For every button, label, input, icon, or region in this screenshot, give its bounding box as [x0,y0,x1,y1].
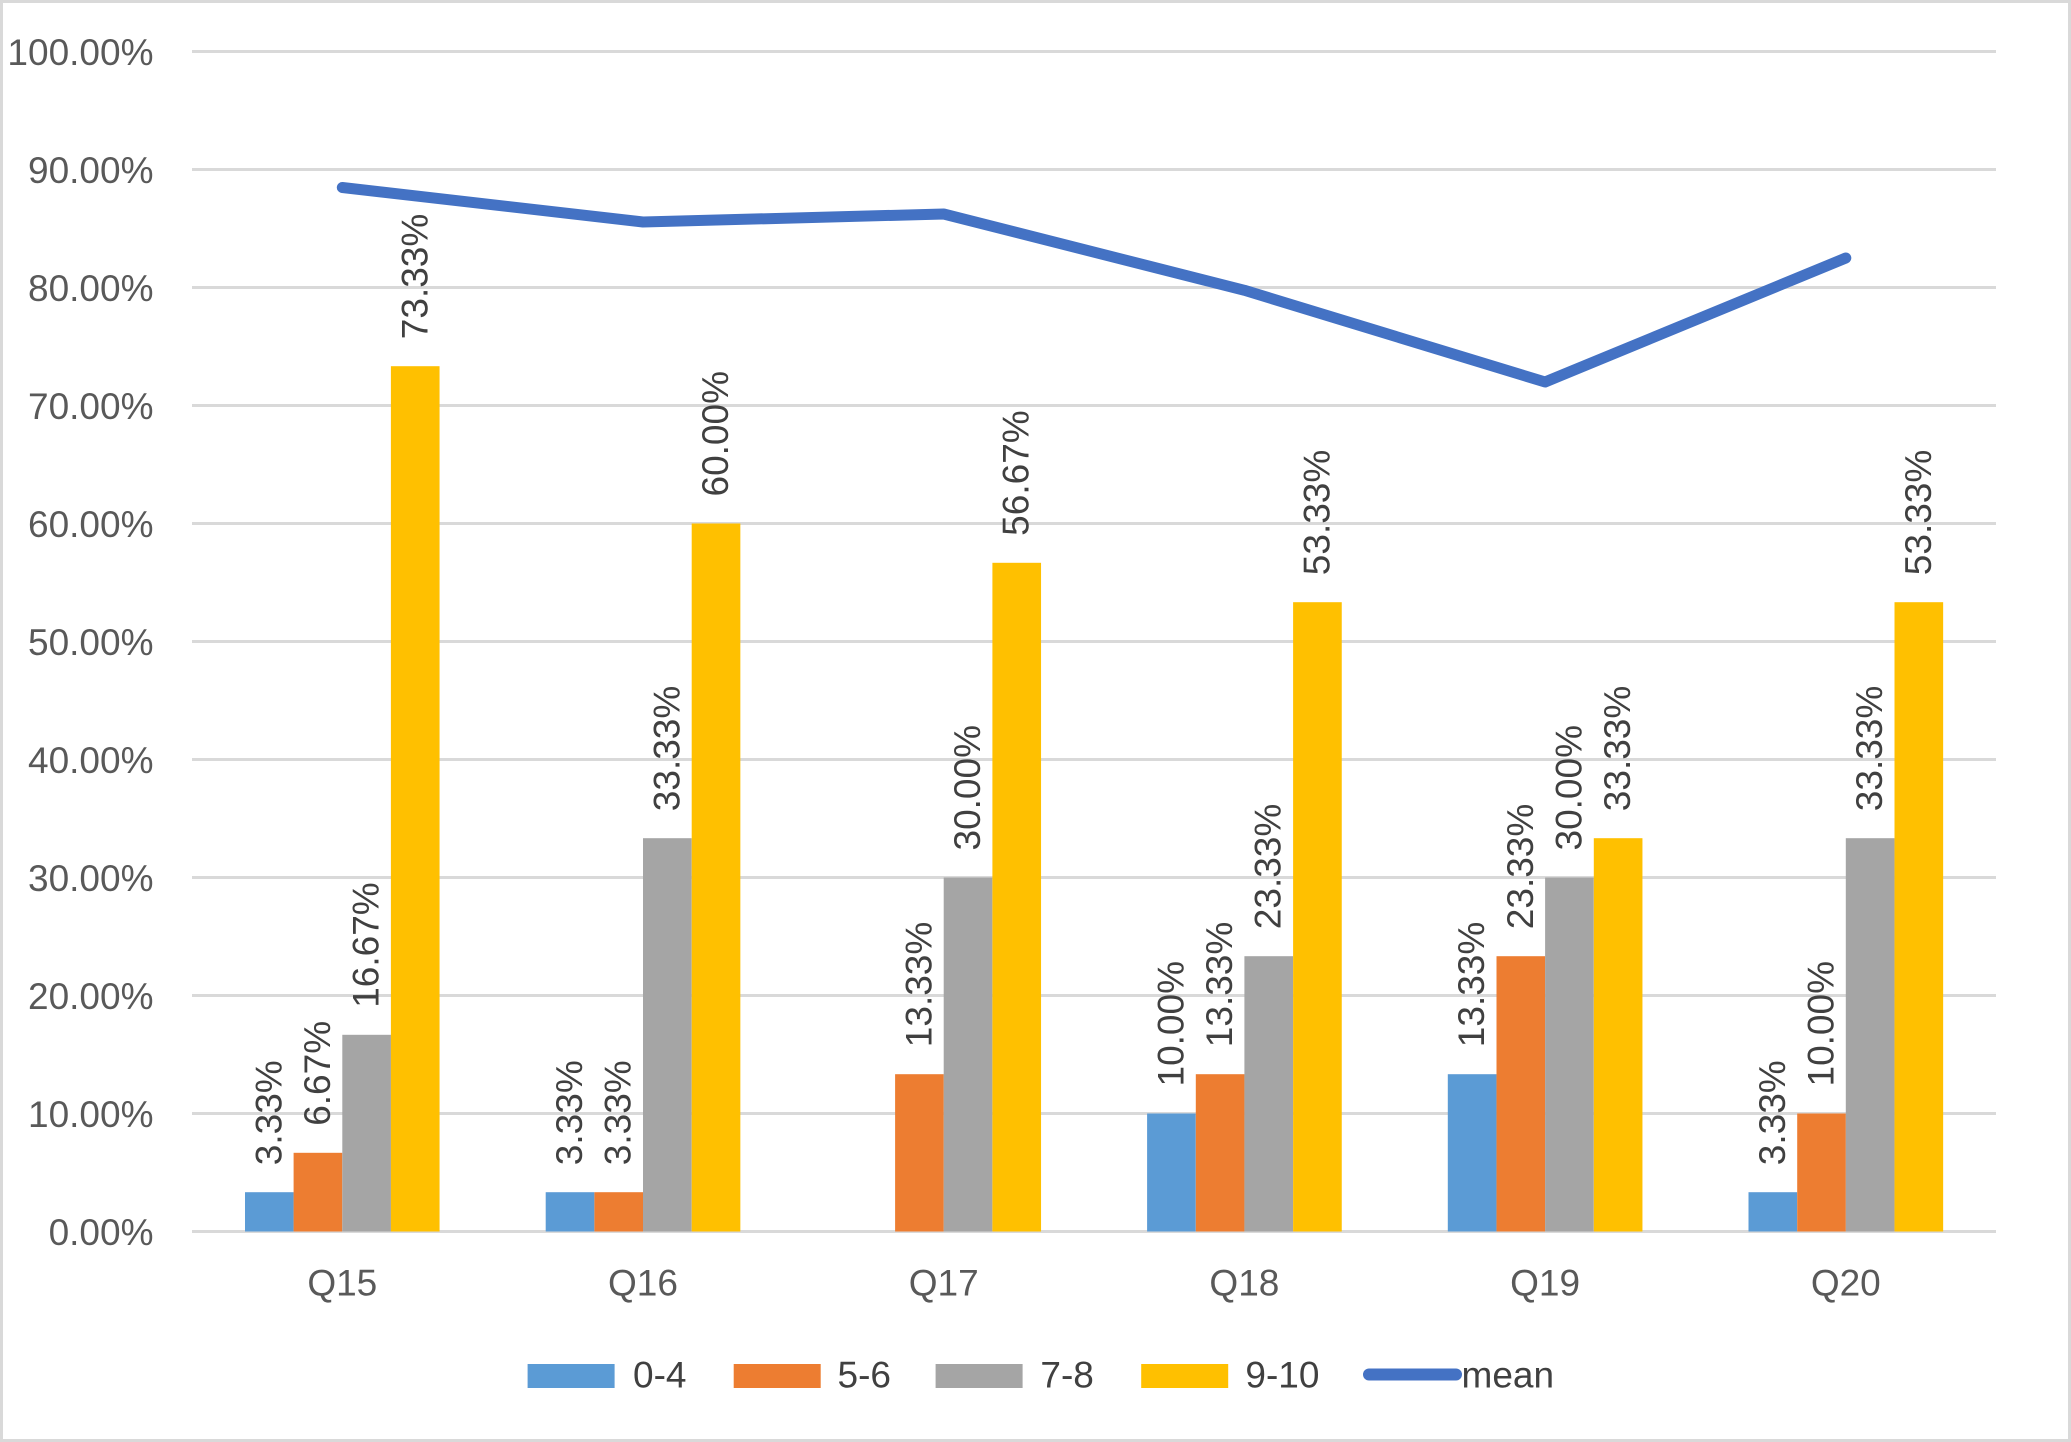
svg-text:3.33%: 3.33% [549,1060,590,1165]
svg-text:30.00%: 30.00% [947,725,988,851]
svg-text:Q15: Q15 [307,1263,377,1304]
svg-text:13.33%: 13.33% [1451,922,1492,1048]
svg-text:23.33%: 23.33% [1248,804,1289,930]
svg-text:73.33%: 73.33% [394,214,435,340]
svg-text:Q16: Q16 [608,1263,678,1304]
svg-text:50.00%: 50.00% [28,622,154,663]
svg-text:53.33%: 53.33% [1296,450,1337,576]
svg-text:13.33%: 13.33% [898,922,939,1048]
svg-text:9-10: 9-10 [1245,1355,1319,1396]
svg-text:Q19: Q19 [1510,1263,1580,1304]
svg-text:60.00%: 60.00% [28,504,154,545]
svg-text:0.00%: 0.00% [49,1212,154,1253]
svg-text:3.33%: 3.33% [1752,1060,1793,1165]
svg-text:7-8: 7-8 [1040,1355,1093,1396]
svg-text:20.00%: 20.00% [28,976,154,1017]
svg-text:33.33%: 33.33% [1597,686,1638,812]
svg-text:53.33%: 53.33% [1898,450,1939,576]
svg-text:16.67%: 16.67% [346,882,387,1008]
svg-text:10.00%: 10.00% [1150,961,1191,1087]
svg-text:Q20: Q20 [1811,1263,1881,1304]
svg-text:0-4: 0-4 [633,1355,686,1396]
svg-text:30.00%: 30.00% [28,858,154,899]
svg-text:Q18: Q18 [1209,1263,1279,1304]
svg-text:56.67%: 56.67% [996,410,1037,536]
svg-text:70.00%: 70.00% [28,386,154,427]
svg-text:Q17: Q17 [909,1263,979,1304]
svg-text:100.00%: 100.00% [7,32,153,73]
svg-text:10.00%: 10.00% [28,1094,154,1135]
svg-text:30.00%: 30.00% [1548,725,1589,851]
svg-text:23.33%: 23.33% [1500,804,1541,930]
svg-text:80.00%: 80.00% [28,268,154,309]
svg-text:3.33%: 3.33% [598,1060,639,1165]
svg-text:6.67%: 6.67% [297,1021,338,1126]
svg-text:60.00%: 60.00% [695,371,736,497]
svg-text:40.00%: 40.00% [28,740,154,781]
svg-text:90.00%: 90.00% [28,150,154,191]
svg-text:5-6: 5-6 [838,1355,891,1396]
svg-text:10.00%: 10.00% [1801,961,1842,1087]
svg-text:13.33%: 13.33% [1199,922,1240,1048]
svg-text:33.33%: 33.33% [1849,686,1890,812]
svg-text:3.33%: 3.33% [248,1060,289,1165]
svg-text:mean: mean [1462,1355,1555,1396]
svg-text:33.33%: 33.33% [646,686,687,812]
